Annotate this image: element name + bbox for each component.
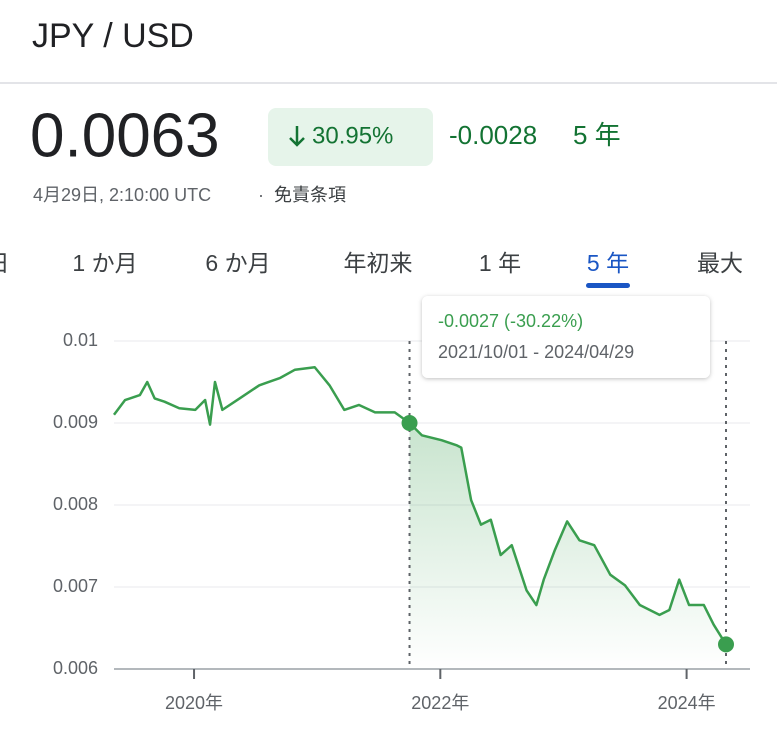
- separator: ·: [258, 185, 264, 205]
- x-tick-label: 2022年: [411, 693, 469, 713]
- y-tick-label: 0.009: [53, 412, 98, 432]
- y-tick-label: 0.006: [53, 658, 98, 678]
- range-tab[interactable]: 最大: [697, 250, 743, 276]
- range-tab[interactable]: 日: [0, 250, 10, 276]
- page-title: JPY / USD: [32, 17, 194, 55]
- y-tick-label: 0.008: [53, 494, 98, 514]
- price-line: [113, 365, 728, 646]
- x-tick-label: 2024年: [658, 693, 716, 713]
- selected-indicator: [586, 283, 630, 288]
- range-tab[interactable]: 1 か月: [72, 250, 137, 276]
- change-percent: 30.95%: [312, 122, 393, 149]
- tooltip-change: -0.0027 (-30.22%): [438, 311, 583, 331]
- range-tab[interactable]: 5 年: [587, 250, 629, 276]
- change-badge: [268, 108, 433, 166]
- range-tab[interactable]: 6 か月: [205, 250, 270, 276]
- tooltip-box: [422, 296, 710, 378]
- selection-area: [409, 423, 726, 669]
- change-period: 5 年: [573, 120, 621, 150]
- change-abs: -0.0028: [449, 120, 537, 150]
- down-arrow-icon: [289, 126, 305, 147]
- chart: 0.01 0.009 0.008 0.007 0.006 2020年 2022年 2024年: [53, 330, 750, 713]
- timestamp: 4月29日, 2:10:00 UTC: [33, 185, 211, 205]
- range-tab[interactable]: 1 年: [479, 250, 521, 276]
- range-tabs: 日 1 か月 6 か月 年初来 1 年 5 年 最大: [0, 250, 743, 288]
- selection-point: [401, 415, 418, 431]
- price: 0.0063: [30, 101, 220, 170]
- disclaimer-link[interactable]: 免責条項: [274, 185, 346, 205]
- y-tick-label: 0.01: [63, 330, 98, 350]
- tooltip-range: 2021/10/01 - 2024/04/29: [438, 342, 634, 362]
- y-tick-label: 0.007: [53, 576, 98, 596]
- x-tick-label: 2020年: [165, 693, 223, 713]
- selection-point: [718, 636, 734, 653]
- tooltip: -0.0027 (-30.22%) 2021/10/01 - 2024/04/2…: [422, 296, 710, 378]
- range-tab[interactable]: 年初来: [344, 250, 413, 276]
